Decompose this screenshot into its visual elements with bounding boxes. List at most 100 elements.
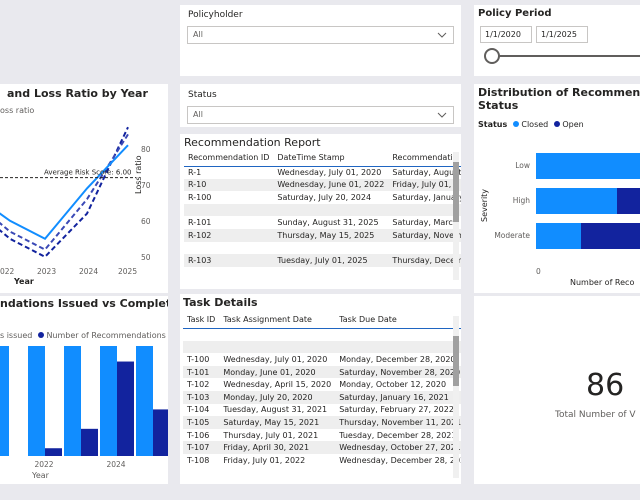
line-series-2 (0, 144, 129, 241)
task-details-scrollbar[interactable] (453, 316, 459, 478)
issued-legend-b: Number of Recommendations ... (46, 331, 168, 340)
bar-completed (117, 361, 134, 456)
status-label: Status (188, 90, 217, 100)
table-row[interactable]: T-101 Monday, June 01, 2020 Saturday, Nove… (183, 365, 461, 379)
loss-chart-legend: oss ratio (0, 106, 35, 115)
table-row[interactable]: R-100 Saturday, July 20, 2024 Saturday, Ja… (188, 192, 461, 202)
policyholder-value: All (193, 30, 203, 39)
reference-line-label: Average Risk Score: 6.00 (44, 169, 131, 177)
rec-report-table: Recommendation ID DateTime Stamp Recomme… (184, 150, 461, 267)
issued-legend-a: s issued (0, 331, 33, 340)
table-row[interactable]: T-104 Tuesday, August 31, 2021 Saturday, F… (187, 405, 454, 415)
loss-chart-x-title: Year (14, 277, 34, 286)
dist-title-line2: Status (478, 99, 519, 112)
task-details-table: Task ID Task Assignment Date Task Due Da… (183, 312, 461, 467)
table-row[interactable]: T-106 Thursday, July 01, 2021 Tuesday, Dec… (187, 430, 457, 440)
table-row[interactable]: R-102 Thursday, May 15, 2025 Saturday, Nov… (184, 228, 461, 242)
bar-issued (64, 346, 81, 456)
bar-open (617, 188, 640, 214)
rec-report-scrollbar[interactable] (453, 152, 459, 280)
dist-legend: Status Closed Open (478, 120, 584, 129)
rec-header-row: Recommendation ID DateTime Stamp Recomme… (184, 150, 461, 167)
category-label: Moderate (494, 231, 530, 240)
dist-legend-title: Status (478, 120, 508, 129)
table-row[interactable] (184, 242, 461, 255)
rec-col-recommendation[interactable]: Recommendatio (388, 150, 461, 167)
chevron-down-icon (437, 112, 447, 118)
table-row[interactable]: T-105 Saturday, May 15, 2021 Thursday, Nov… (183, 416, 461, 429)
loss-chart-title: and Loss Ratio by Year (7, 87, 148, 100)
task-col-assignment[interactable]: Task Assignment Date (219, 312, 336, 329)
line-series-1 (0, 133, 129, 251)
recommendation-report: Recommendation Report Recommendation ID … (180, 134, 461, 289)
table-row[interactable]: R-10 Wednesday, June 01, 2022 Friday, July… (184, 178, 461, 192)
line-series-0 (0, 126, 129, 259)
dist-legend-open: Open (562, 120, 584, 129)
issued-completed-plot: 2022 2024 (0, 346, 168, 469)
task-header-row: Task ID Task Assignment Date Task Due Da… (183, 312, 461, 329)
start-date-value: 1/1/2020 (485, 30, 521, 39)
table-row[interactable]: T-107 Friday, April 30, 2021 Wednesday, Oc… (183, 441, 461, 454)
bar-issued (28, 346, 45, 456)
task-details-title: Task Details (183, 296, 258, 309)
loss-ratio-chart: and Loss Ratio by Year oss ratio Average… (0, 84, 168, 293)
rec-col-id[interactable]: Recommendation ID (184, 150, 274, 167)
bar-closed (536, 223, 581, 249)
end-date-value: 1/1/2025 (541, 30, 577, 39)
category-label: Low (515, 161, 530, 170)
bar-issued (100, 346, 117, 456)
loss-ratio-plot: Average Risk Score: 6.00 022 2023 2024 2025 8… (0, 126, 151, 276)
status-slicer: Status All (180, 84, 461, 127)
task-col-id[interactable]: Task ID (183, 312, 220, 329)
kpi-label: Total Number of V (555, 410, 636, 420)
policyholder-dropdown[interactable]: All (187, 26, 454, 44)
issued-completed-chart: ndations Issued vs Completed s issued Nu… (0, 296, 168, 484)
x-tick-label: 2023 (37, 267, 56, 276)
table-row[interactable]: T-100 Wednesday, July 01, 2020 Monday, Dec… (187, 354, 456, 364)
bar-closed (536, 153, 640, 179)
completed-swatch (37, 332, 44, 338)
y-tick-label: 60 (141, 217, 151, 226)
category-label: High (513, 196, 530, 205)
rec-col-datetime[interactable]: DateTime Stamp (273, 150, 389, 167)
status-dropdown[interactable]: All (187, 106, 454, 124)
bar-completed (153, 409, 168, 456)
bar-completed (45, 448, 62, 456)
table-row[interactable]: T-108 Friday, July 01, 2022 Wednesday, Dec… (187, 455, 461, 465)
slider-track (492, 55, 640, 57)
start-date-input[interactable]: 1/1/2020 (480, 26, 532, 43)
dist-title-line1: Distribution of Recommendation (478, 86, 640, 99)
x-tick-label: 2024 (79, 267, 98, 276)
distribution-chart: Distribution of Recommendation Status St… (474, 84, 640, 293)
table-row[interactable] (184, 203, 461, 217)
issued-chart-title: ndations Issued vs Completed (0, 297, 168, 310)
kpi-value: 86 (586, 368, 625, 403)
dist-y-title: Severity (480, 188, 489, 222)
task-col-due[interactable]: Task Due Date (335, 312, 461, 329)
slider-handle[interactable] (484, 48, 500, 64)
table-row[interactable]: T-103 Monday, July 20, 2020 Saturday, Janu… (183, 390, 461, 404)
table-row[interactable]: R-103 Tuesday, July 01, 2025 Thursday, Dec… (184, 254, 461, 267)
scrollbar-thumb[interactable] (453, 162, 459, 222)
table-row[interactable]: R-1 Wednesday, July 01, 2020 Saturday, Aug… (188, 168, 461, 178)
policy-period-slicer: Policy Period 1/1/2020 1/1/2025 (474, 5, 640, 76)
x-tick-label: 022 (0, 267, 15, 276)
closed-swatch (512, 121, 519, 127)
scrollbar-thumb[interactable] (453, 336, 459, 386)
table-row[interactable] (183, 340, 461, 354)
y-tick-label: 50 (141, 253, 151, 262)
table-row[interactable]: T-102 Wednesday, April 15, 2020 Monday, Oc… (187, 380, 447, 390)
bar-closed (536, 188, 617, 214)
x-tick-label: 2022 (34, 460, 53, 469)
policyholder-label: Policyholder (188, 10, 243, 20)
end-date-input[interactable]: 1/1/2025 (536, 26, 588, 43)
x-tick-label: 2024 (106, 460, 125, 469)
chevron-down-icon (437, 32, 447, 38)
y-tick-label: 70 (141, 181, 151, 190)
table-row[interactable] (183, 328, 461, 341)
distribution-plot: Low High Moderate 0 (494, 153, 640, 276)
table-row[interactable]: R-101 Sunday, August 31, 2025 Saturday, Ma… (188, 218, 458, 228)
kpi-card: 86 Total Number of V (474, 296, 640, 484)
x-tick-label: 2025 (118, 267, 137, 276)
issued-x-title: Year (32, 471, 49, 480)
